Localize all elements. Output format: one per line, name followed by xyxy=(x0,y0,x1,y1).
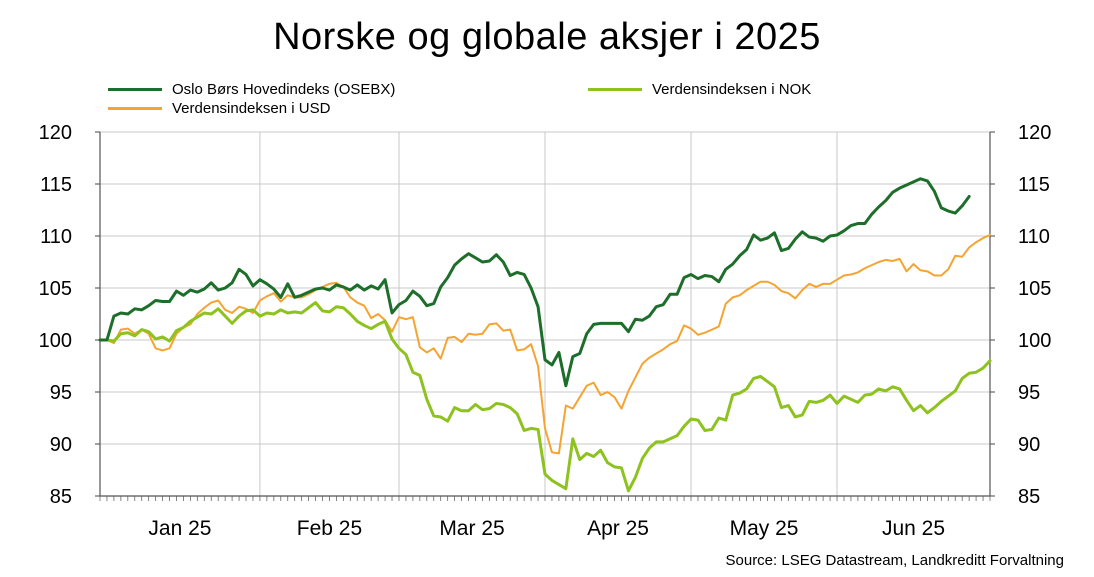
y-tick-label-right: 100 xyxy=(1018,330,1051,352)
legend-label-world-nok: Verdensindeksen i NOK xyxy=(652,81,812,98)
axis-labels: 120 120 115 115 110 110 105 105 100 100 95 95 90 90 85… xyxy=(39,122,1052,540)
legend-label-osebx: Oslo Børs Hovedindeks (OSEBX) xyxy=(172,81,396,98)
y-tick-label-left: 105 xyxy=(39,278,72,300)
x-tick-label: Mar 25 xyxy=(439,517,504,540)
grid-lines xyxy=(100,131,990,497)
x-tick-label: May 25 xyxy=(730,517,799,540)
y-tick-label-left: 110 xyxy=(40,226,72,248)
x-tick-label: Jan 25 xyxy=(148,517,211,540)
series-line-world-nok xyxy=(98,301,992,493)
legend-item-world-nok: Verdensindeksen i NOK xyxy=(588,81,811,98)
y-tick-label-right: 85 xyxy=(1018,486,1040,508)
y-tick-label-right: 95 xyxy=(1018,382,1040,404)
y-tick-label-right: 115 xyxy=(1018,174,1050,196)
legend-item-osebx: Oslo Børs Hovedindeks (OSEBX) xyxy=(108,81,395,98)
source-note: Source: LSEG Datastream, Landkreditt For… xyxy=(725,552,1065,569)
y-tick-label-left: 95 xyxy=(50,382,72,404)
y-tick-label-left: 120 xyxy=(39,122,72,144)
y-tick-label-left: 90 xyxy=(50,434,72,456)
y-tick-label-left: 115 xyxy=(40,174,72,196)
legend-swatch-world-nok xyxy=(588,88,642,91)
x-tick-label: Jun 25 xyxy=(882,517,945,540)
y-tick-label-left: 85 xyxy=(50,486,72,508)
y-tick-label-right: 110 xyxy=(1018,226,1050,248)
x-tick-label: Apr 25 xyxy=(587,517,649,540)
x-tick-label: Feb 25 xyxy=(297,517,362,540)
y-tick-label-right: 90 xyxy=(1018,434,1040,456)
axes xyxy=(95,131,995,501)
series-lines xyxy=(98,177,992,493)
y-tick-label-right: 105 xyxy=(1018,278,1051,300)
legend-swatch-osebx xyxy=(108,88,162,91)
y-tick-label-left: 100 xyxy=(39,330,72,352)
legend-label-world-usd: Verdensindeksen i USD xyxy=(172,100,331,117)
legend-item-world-usd: Verdensindeksen i USD xyxy=(108,100,330,117)
series-line-osebx xyxy=(98,177,971,388)
legend-swatch-world-usd xyxy=(108,107,162,110)
y-tick-label-right: 120 xyxy=(1018,122,1051,144)
chart-title: Norske og globale aksjer i 2025 xyxy=(273,16,821,58)
